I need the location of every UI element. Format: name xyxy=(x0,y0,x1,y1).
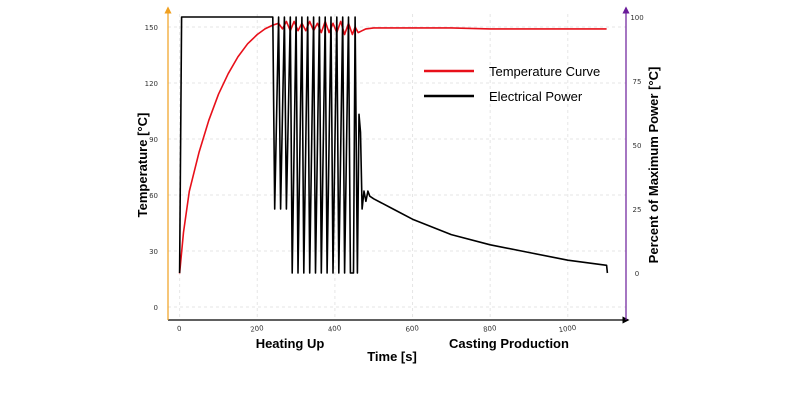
series-line-power xyxy=(178,16,609,274)
x-tick-labels: 0 200 400 600 800 1000 xyxy=(177,324,577,334)
y-left-tick-label-5: 150 xyxy=(145,24,158,32)
legend: Temperature Curve Electrical Power xyxy=(424,64,600,104)
y-axis-right-tick-labels: 0 25 50 75 100 xyxy=(630,14,643,278)
y-left-tick-label-3: 90 xyxy=(149,136,158,144)
legend-label-power: Electrical Power xyxy=(489,89,583,104)
y-axis-left-tick-labels: 0 30 60 90 120 150 xyxy=(145,24,158,312)
y-axis-left-title: Temperature [°C] xyxy=(135,113,150,218)
y-left-tick-label-2: 60 xyxy=(149,192,158,200)
x-tick-label-2: 400 xyxy=(327,324,341,334)
series-line-temperature xyxy=(178,20,607,274)
x-tick-label-4: 800 xyxy=(483,324,497,334)
x-tick-label-0: 0 xyxy=(177,325,183,334)
y-right-tick-label-2: 50 xyxy=(633,142,642,150)
y-right-tick-label-0: 0 xyxy=(635,270,639,278)
y-right-tick-label-1: 25 xyxy=(633,206,642,214)
x-axis-title: Time [s] xyxy=(367,349,417,364)
y-left-tick-label-1: 30 xyxy=(149,248,158,256)
phase-label-casting-production: Casting Production xyxy=(449,336,569,351)
grid-lines xyxy=(168,14,626,320)
y-left-tick-label-4: 120 xyxy=(145,80,158,88)
y-right-tick-label-3: 75 xyxy=(633,78,642,86)
x-tick-label-5: 1000 xyxy=(558,324,577,334)
y-left-tick-label-0: 0 xyxy=(154,304,158,312)
x-tick-label-1: 200 xyxy=(250,324,264,334)
y-axis-right-title: Percent of Maximum Power [°C] xyxy=(646,67,661,264)
series-layer xyxy=(178,16,609,274)
phase-label-heating-up: Heating Up xyxy=(256,336,325,351)
legend-label-temperature: Temperature Curve xyxy=(489,64,600,79)
y-right-tick-label-4: 100 xyxy=(630,14,643,22)
x-tick-label-3: 600 xyxy=(405,324,419,334)
